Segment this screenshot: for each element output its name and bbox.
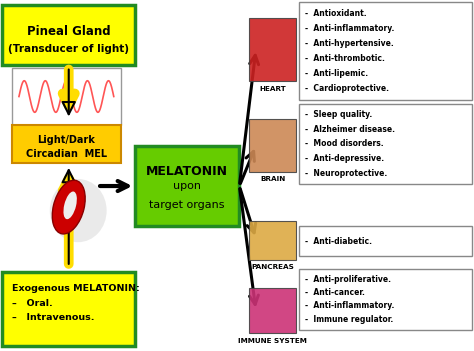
Text: -  Anti-inflammatory.: - Anti-inflammatory. (305, 302, 394, 311)
Text: -  Anti-diabetic.: - Anti-diabetic. (305, 237, 372, 246)
Text: -  Neuroprotective.: - Neuroprotective. (305, 168, 387, 178)
FancyBboxPatch shape (12, 68, 121, 125)
Text: -  Alzheimer disease.: - Alzheimer disease. (305, 125, 395, 134)
Text: BRAIN: BRAIN (260, 176, 285, 182)
Text: Light/Dark: Light/Dark (37, 135, 95, 145)
Text: upon: upon (173, 181, 201, 191)
Text: PANCREAS: PANCREAS (251, 264, 294, 270)
FancyBboxPatch shape (249, 221, 296, 260)
FancyBboxPatch shape (249, 119, 296, 172)
Text: HEART: HEART (259, 86, 286, 92)
Text: (Transducer of light): (Transducer of light) (8, 44, 129, 54)
Text: -  Cardioprotective.: - Cardioprotective. (305, 84, 389, 93)
FancyBboxPatch shape (299, 2, 472, 100)
Text: target organs: target organs (149, 200, 225, 210)
Text: Circadian  MEL: Circadian MEL (26, 150, 107, 159)
Ellipse shape (52, 180, 85, 234)
Text: -  Anti-cancer.: - Anti-cancer. (305, 288, 365, 297)
Text: Pineal Gland: Pineal Gland (27, 25, 110, 38)
Text: –   Oral.: – Oral. (12, 299, 53, 308)
Text: -  Anti-hypertensive.: - Anti-hypertensive. (305, 39, 393, 48)
FancyBboxPatch shape (299, 226, 472, 256)
Text: -  Anti-inflammatory.: - Anti-inflammatory. (305, 24, 394, 33)
Text: -  Anti-depressive.: - Anti-depressive. (305, 154, 384, 163)
Ellipse shape (50, 179, 107, 242)
Text: -  Anti-lipemic.: - Anti-lipemic. (305, 69, 368, 78)
FancyBboxPatch shape (249, 288, 296, 333)
FancyBboxPatch shape (249, 18, 296, 81)
FancyBboxPatch shape (299, 104, 472, 184)
Text: -  Sleep quality.: - Sleep quality. (305, 110, 372, 119)
FancyBboxPatch shape (12, 125, 121, 163)
FancyBboxPatch shape (135, 146, 239, 226)
Text: -  Anti-thrombotic.: - Anti-thrombotic. (305, 54, 385, 63)
FancyBboxPatch shape (2, 272, 135, 346)
FancyBboxPatch shape (2, 5, 135, 65)
Text: -  Mood disorders.: - Mood disorders. (305, 139, 383, 148)
Text: Exogenous MELATONIN:: Exogenous MELATONIN: (12, 284, 140, 293)
Text: MELATONIN: MELATONIN (146, 165, 228, 179)
Ellipse shape (64, 192, 77, 219)
Text: -  Antioxidant.: - Antioxidant. (305, 9, 366, 18)
FancyBboxPatch shape (299, 269, 472, 330)
Text: -  Anti-proliferative.: - Anti-proliferative. (305, 274, 391, 284)
Text: –   Intravenous.: – Intravenous. (12, 313, 94, 322)
Text: -  Immune regulator.: - Immune regulator. (305, 315, 393, 324)
Text: IMMUNE SYSTEM: IMMUNE SYSTEM (238, 338, 307, 344)
